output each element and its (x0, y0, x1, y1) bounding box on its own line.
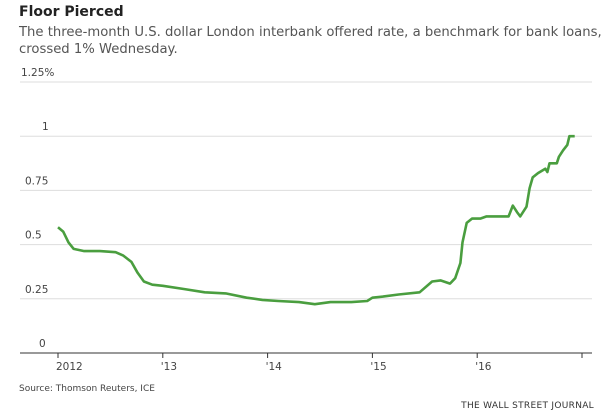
x-tick-label: '14 (266, 361, 283, 373)
y-tick-label: 0.25 (25, 284, 48, 296)
chart-title: Floor Pierced (19, 4, 124, 20)
y-tick-label: 0.5 (25, 230, 42, 242)
x-tick-label: '15 (370, 361, 386, 373)
chart-subtitle: The three-month U.S. dollar London inter… (19, 25, 602, 57)
y-tick-label: 0.75 (25, 175, 48, 187)
y-tick-label: 1.25% (21, 67, 54, 79)
libor-series-line (57, 134, 575, 306)
y-tick-label: 0 (39, 338, 46, 350)
x-tick-label: '13 (161, 361, 177, 373)
y-tick-label: 1 (42, 121, 49, 133)
x-tick-label: 2012 (56, 361, 83, 373)
source-note: Source: Thomson Reuters, ICE (19, 384, 155, 394)
brand-logo: THE WALL STREET JOURNAL (461, 401, 594, 411)
x-tick-label: '16 (475, 361, 492, 373)
